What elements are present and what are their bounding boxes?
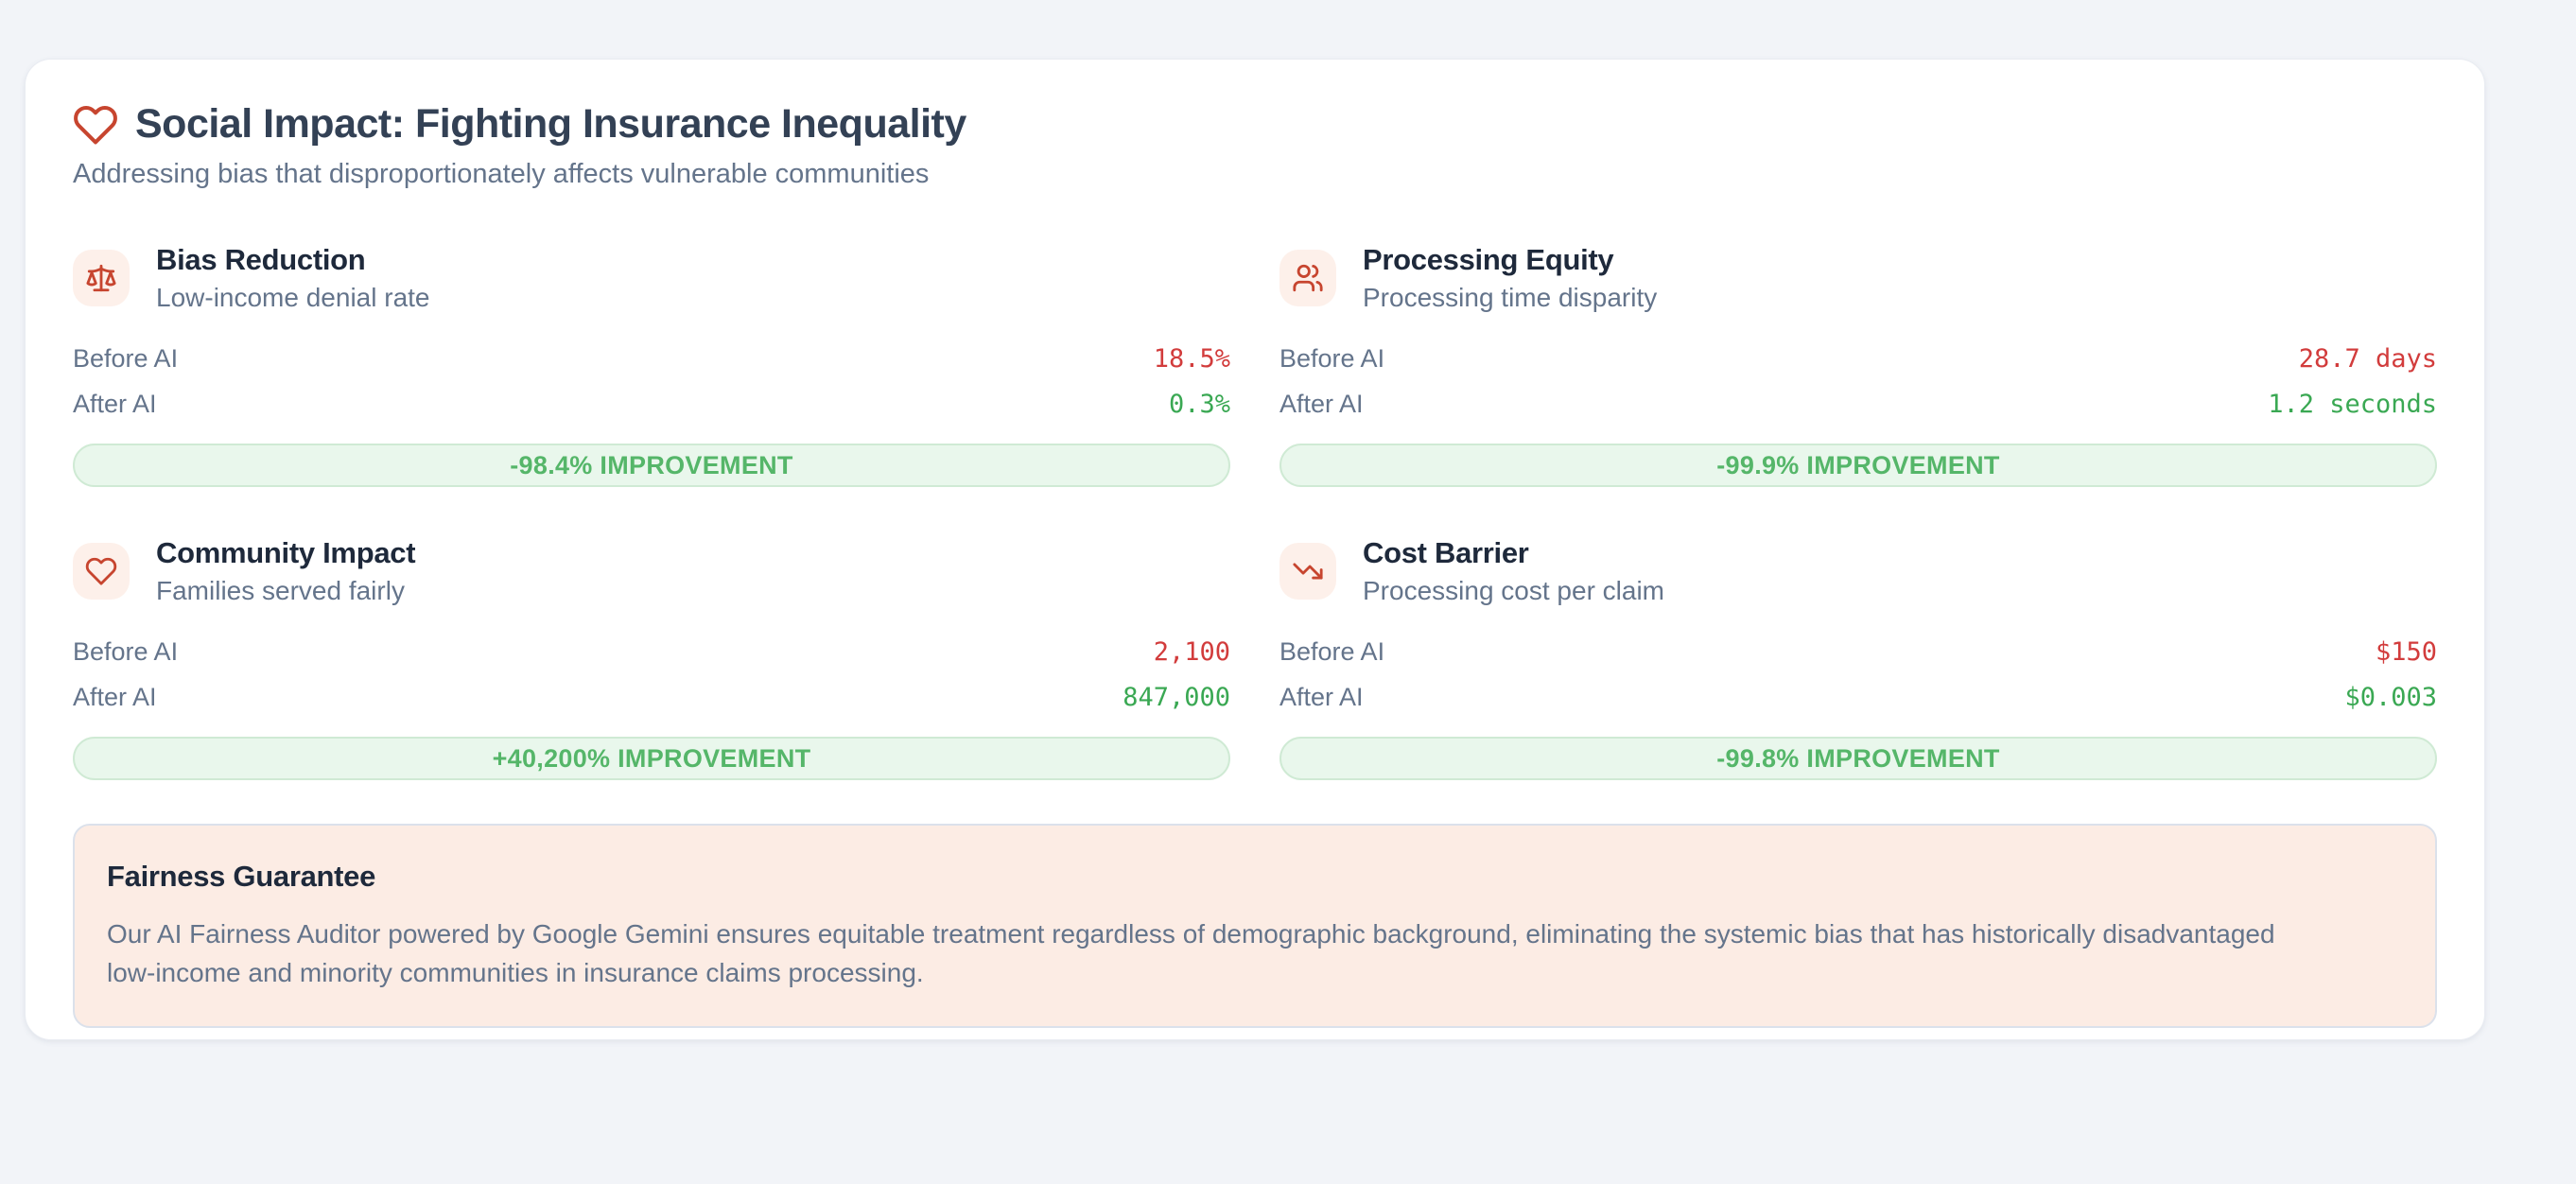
after-ai-label: After AI xyxy=(1279,682,1364,711)
before-ai-label: Before AI xyxy=(1279,343,1385,373)
after-ai-value: $0.003 xyxy=(2344,682,2437,712)
after-ai-value: 847,000 xyxy=(1123,682,1230,712)
before-ai-label: Before AI xyxy=(73,636,179,666)
improvement-badge: +40,200% IMPROVEMENT xyxy=(73,737,1230,780)
metric-rows: Before AI 18.5% After AI 0.3% xyxy=(73,336,1230,427)
metric-title: Processing Equity xyxy=(1363,243,1614,276)
metric-rows: Before AI 2,100 After AI 847,000 xyxy=(73,629,1230,720)
before-ai-label: Before AI xyxy=(73,343,179,373)
before-ai-row: Before AI $150 xyxy=(1279,629,2437,674)
after-ai-value: 1.2 seconds xyxy=(2268,389,2437,419)
metric-subtitle: Processing cost per claim xyxy=(1363,576,1665,605)
improvement-badge: -98.4% IMPROVEMENT xyxy=(73,444,1230,487)
before-ai-value: 2,100 xyxy=(1153,636,1230,667)
before-ai-row: Before AI 2,100 xyxy=(73,629,1230,674)
metric-head: Community Impact Families served fairly xyxy=(73,536,1230,606)
metric-head: Processing Equity Processing time dispar… xyxy=(1279,243,2437,313)
metric-head: Bias Reduction Low-income denial rate xyxy=(73,243,1230,313)
before-ai-value: 28.7 days xyxy=(2298,343,2437,374)
after-ai-row: After AI 847,000 xyxy=(73,674,1230,720)
metric-title: Cost Barrier xyxy=(1363,536,1529,569)
after-ai-value: 0.3% xyxy=(1168,389,1230,419)
scale-icon xyxy=(73,250,130,306)
after-ai-row: After AI 0.3% xyxy=(73,381,1230,427)
before-ai-value: 18.5% xyxy=(1153,343,1230,374)
metric-title: Community Impact xyxy=(156,536,416,569)
improvement-badge: -99.9% IMPROVEMENT xyxy=(1279,444,2437,487)
metric-head-text: Community Impact Families served fairly xyxy=(156,536,416,606)
users-icon xyxy=(1279,250,1336,306)
metric-card-processing-equity: Processing Equity Processing time dispar… xyxy=(1279,243,2437,487)
metric-card-community-impact: Community Impact Families served fairly … xyxy=(73,536,1230,780)
after-ai-label: After AI xyxy=(73,682,157,711)
before-ai-label: Before AI xyxy=(1279,636,1385,666)
metric-head: Cost Barrier Processing cost per claim xyxy=(1279,536,2437,606)
before-ai-row: Before AI 28.7 days xyxy=(1279,336,2437,381)
metric-head-text: Cost Barrier Processing cost per claim xyxy=(1363,536,1664,606)
after-ai-row: After AI $0.003 xyxy=(1279,674,2437,720)
fairness-body: Our AI Fairness Auditor powered by Googl… xyxy=(107,919,2275,987)
metric-head-text: Processing Equity Processing time dispar… xyxy=(1363,243,1657,313)
metric-head-text: Bias Reduction Low-income denial rate xyxy=(156,243,430,313)
before-ai-value: $150 xyxy=(2375,636,2437,667)
metric-subtitle: Processing time disparity xyxy=(1363,283,1658,312)
page-subtitle: Addressing bias that disproportionately … xyxy=(73,159,930,189)
metric-card-cost-barrier: Cost Barrier Processing cost per claim B… xyxy=(1279,536,2437,780)
heart-icon xyxy=(73,102,118,148)
improvement-badge: -99.8% IMPROVEMENT xyxy=(1279,737,2437,780)
trending-down-icon xyxy=(1279,543,1336,600)
metric-subtitle: Families served fairly xyxy=(156,576,405,605)
after-ai-label: After AI xyxy=(1279,389,1364,418)
metric-rows: Before AI $150 After AI $0.003 xyxy=(1279,629,2437,720)
page-title: Social Impact: Fighting Insurance Inequa… xyxy=(135,101,966,147)
card-header: Social Impact: Fighting Insurance Inequa… xyxy=(73,101,2437,148)
fairness-guarantee-box: Fairness Guarantee Our AI Fairness Audit… xyxy=(73,824,2437,1028)
before-ai-row: Before AI 18.5% xyxy=(73,336,1230,381)
metric-card-bias-reduction: Bias Reduction Low-income denial rate Be… xyxy=(73,243,1230,487)
social-impact-card: Social Impact: Fighting Insurance Inequa… xyxy=(25,59,2485,1040)
metrics-grid: Bias Reduction Low-income denial rate Be… xyxy=(73,243,2437,780)
metric-subtitle: Low-income denial rate xyxy=(156,283,430,312)
heart-icon xyxy=(73,543,130,600)
fairness-title: Fairness Guarantee xyxy=(107,860,376,893)
after-ai-label: After AI xyxy=(73,389,157,418)
after-ai-row: After AI 1.2 seconds xyxy=(1279,381,2437,427)
metric-rows: Before AI 28.7 days After AI 1.2 seconds xyxy=(1279,336,2437,427)
metric-title: Bias Reduction xyxy=(156,243,366,276)
